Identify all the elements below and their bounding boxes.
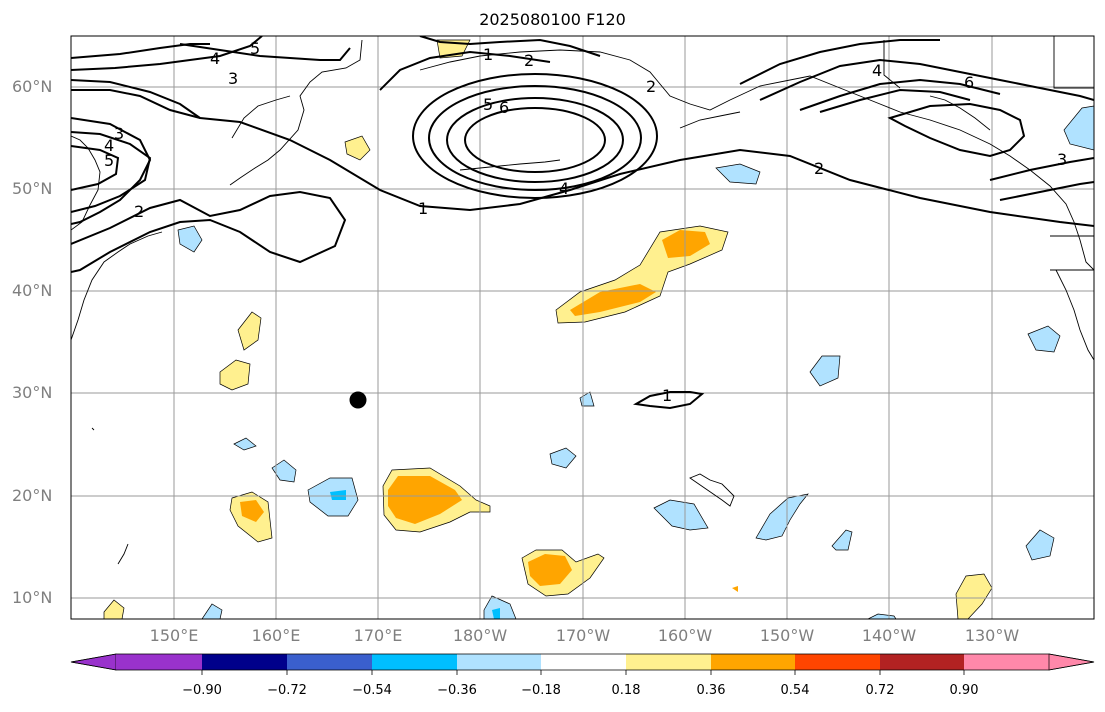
lon-label: 140°W xyxy=(861,626,917,645)
contour-label: 5 xyxy=(250,39,260,58)
negative-anomaly-fills xyxy=(177,105,1094,619)
colorbar-bin xyxy=(964,654,1049,670)
lon-label: 150°E xyxy=(149,626,199,645)
coastlines xyxy=(71,36,1094,565)
lat-label: 20°N xyxy=(12,486,53,505)
contour-label: 4 xyxy=(210,49,220,68)
colorbar-tick-label: −0.72 xyxy=(267,683,307,698)
colorbar-tick-label: 0.72 xyxy=(865,683,895,698)
contour-label: 6 xyxy=(964,73,974,92)
colorbar-bin xyxy=(880,654,964,670)
map-title: 2025080100 F120 xyxy=(479,10,626,29)
colorbar-tick-label: 0.90 xyxy=(949,683,979,698)
contour-label: 2 xyxy=(646,77,656,96)
contour-label: 3 xyxy=(1057,150,1067,169)
station-marker xyxy=(349,391,367,409)
lon-label: 180°W xyxy=(452,626,508,645)
contour-label: 1 xyxy=(418,199,428,218)
graticule xyxy=(71,36,1094,619)
contour-label: 4 xyxy=(559,179,569,198)
colorbar-extend-low xyxy=(70,653,117,671)
lon-label: 130°W xyxy=(964,626,1020,645)
colorbar-tick-label: −0.54 xyxy=(352,683,392,698)
lon-label: 170°W xyxy=(555,626,611,645)
contour-lines xyxy=(71,36,1094,410)
lat-label: 60°N xyxy=(12,77,53,96)
colorbar-extend-high xyxy=(1048,653,1095,671)
colorbar-bin xyxy=(795,654,880,670)
contour-label: 3 xyxy=(228,69,238,88)
contour-label: 1 xyxy=(483,45,493,64)
colorbar-tick-label: −0.36 xyxy=(437,683,477,698)
shading-layer xyxy=(103,39,1094,619)
positive-anomaly-fills xyxy=(103,39,993,619)
contour-label: 2 xyxy=(814,159,824,178)
colorbar xyxy=(70,653,1095,675)
contour-label: 3 xyxy=(114,124,124,143)
lat-label: 30°N xyxy=(12,383,53,402)
lat-label: 40°N xyxy=(12,281,53,300)
lat-label: 10°N xyxy=(12,588,53,607)
colorbar-bin xyxy=(541,654,626,670)
lon-label: 170°E xyxy=(353,626,403,645)
colorbar-tick-label: −0.18 xyxy=(521,683,561,698)
colorbar-bin xyxy=(202,654,287,670)
colorbar-tick-label: −0.90 xyxy=(182,683,222,698)
contour-label: 4 xyxy=(872,61,882,80)
contour-label: 6 xyxy=(499,98,509,117)
contour-label: 2 xyxy=(134,202,144,221)
colorbar-bin xyxy=(116,654,202,670)
colorbar-tick-label: 0.54 xyxy=(780,683,810,698)
contour-label: 5 xyxy=(483,95,493,114)
colorbar-bin xyxy=(711,654,795,670)
lon-label: 160°W xyxy=(657,626,713,645)
contour-label: 2 xyxy=(524,51,534,70)
contour-label: 4 xyxy=(104,136,114,155)
contour-labels: 5 4 3 3 4 5 2 5 6 1 2 2 4 1 4 6 2 3 1 xyxy=(104,39,1067,405)
colorbar-bin xyxy=(372,654,457,670)
map-frame xyxy=(70,35,1095,620)
colorbar-bin xyxy=(287,654,372,670)
lon-label: 160°E xyxy=(251,626,301,645)
contour-label: 1 xyxy=(662,386,672,405)
colorbar-tick-label: 0.18 xyxy=(611,683,641,698)
contour-label: 5 xyxy=(104,151,114,170)
colorbar-bin xyxy=(626,654,711,670)
colorbar-bin xyxy=(457,654,541,670)
colorbar-tick-label: 0.36 xyxy=(696,683,726,698)
lon-label: 150°W xyxy=(759,626,815,645)
lat-label: 50°N xyxy=(12,179,53,198)
